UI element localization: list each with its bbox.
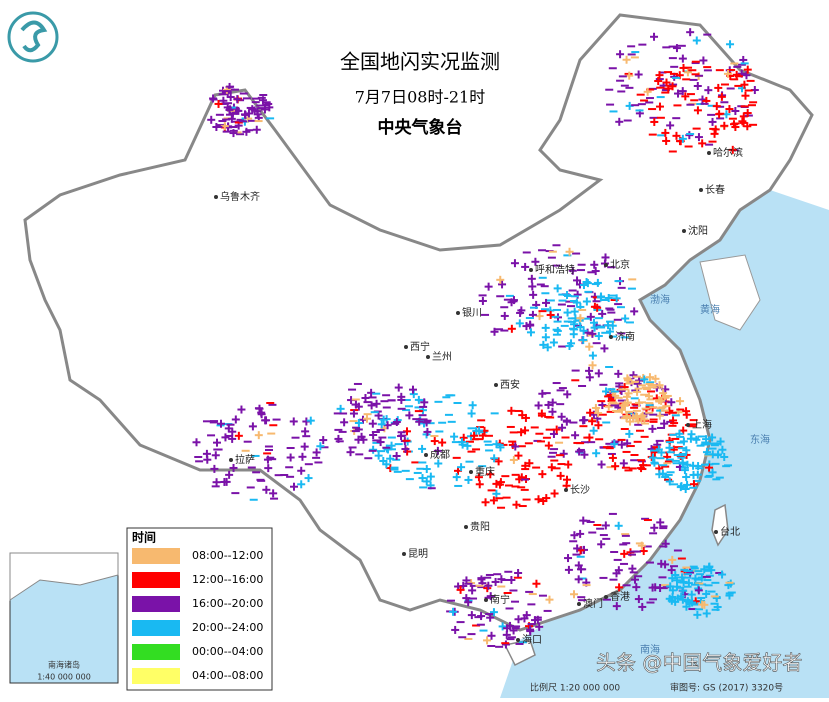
city-label: 北京 bbox=[610, 258, 630, 271]
city-label: 银川 bbox=[462, 306, 482, 319]
city-dot bbox=[516, 638, 520, 642]
city-label: 昆明 bbox=[408, 548, 428, 560]
city-dot bbox=[707, 151, 711, 155]
city-dot bbox=[424, 453, 428, 457]
city-label: 澳门 bbox=[583, 597, 603, 610]
legend-label: 16:00--20:00 bbox=[192, 597, 263, 610]
city-label: 长沙 bbox=[570, 484, 590, 496]
inset-map: 南海诸岛 1:40 000 000 bbox=[9, 552, 119, 684]
city-label: 乌鲁木齐 bbox=[220, 190, 260, 203]
legend: 时间 08:00--12:00 12:00--16:00 16:00--20:00 2… bbox=[126, 527, 273, 691]
watermark: 头条 @中国气象爱好者 bbox=[596, 651, 802, 675]
city-dot bbox=[714, 530, 718, 534]
approval-text: 审图号: GS (2017) 3320号 bbox=[670, 682, 783, 694]
city-dot bbox=[564, 488, 568, 492]
city-label: 上海 bbox=[692, 418, 712, 431]
legend-label: 12:00--16:00 bbox=[192, 573, 263, 586]
city-label: 台北 bbox=[720, 525, 740, 538]
city-dot bbox=[699, 188, 703, 192]
city-label: 海口 bbox=[522, 633, 542, 646]
sea-label: 南海 bbox=[640, 643, 660, 656]
city-dot bbox=[577, 602, 581, 606]
sea-label: 黄海 bbox=[700, 303, 720, 316]
city-dot bbox=[214, 195, 218, 199]
legend-swatch bbox=[132, 548, 180, 564]
city-label: 南宁 bbox=[490, 593, 510, 606]
city-dot bbox=[456, 311, 460, 315]
legend-swatch bbox=[132, 596, 180, 612]
city-dot bbox=[484, 598, 488, 602]
legend-swatch bbox=[132, 644, 180, 660]
city-label: 成都 bbox=[430, 449, 450, 461]
city-dot bbox=[229, 458, 233, 462]
city-label: 重庆 bbox=[475, 465, 495, 478]
peninsula bbox=[699, 254, 761, 331]
legend-swatch bbox=[132, 668, 180, 684]
city-dot bbox=[686, 423, 690, 427]
city-dot bbox=[604, 595, 608, 599]
legend-swatch bbox=[132, 572, 180, 588]
subtitle: 7月7日08时-21时 bbox=[355, 88, 486, 107]
city-dot bbox=[404, 345, 408, 349]
city-label: 拉萨 bbox=[235, 453, 255, 466]
city-dot bbox=[464, 525, 468, 529]
legend-label: 04:00--08:00 bbox=[192, 669, 263, 682]
legend-swatch bbox=[132, 620, 180, 636]
logo-mark bbox=[20, 20, 48, 53]
city-label: 哈尔滨 bbox=[713, 146, 743, 159]
island bbox=[711, 503, 729, 547]
inset-scale: 1:40 000 000 bbox=[37, 673, 91, 682]
city-label: 西安 bbox=[500, 378, 520, 391]
city-dot bbox=[494, 383, 498, 387]
legend-label: 00:00--04:00 bbox=[192, 645, 263, 658]
city-dot bbox=[529, 268, 533, 272]
legend-label: 20:00--24:00 bbox=[192, 621, 263, 634]
sea-label: 渤海 bbox=[650, 293, 670, 306]
issuer: 中央气象台 bbox=[378, 117, 463, 138]
city-label: 济南 bbox=[615, 330, 635, 343]
inset-land bbox=[9, 552, 119, 601]
scale-text: 比例尺 1:20 000 000 bbox=[530, 682, 620, 694]
logo bbox=[7, 11, 59, 63]
legend-label: 08:00--12:00 bbox=[192, 549, 263, 562]
lightning-marks bbox=[192, 28, 759, 649]
city-dot bbox=[609, 335, 613, 339]
city-label: 长春 bbox=[705, 184, 725, 196]
city-dot bbox=[682, 229, 686, 233]
legend-title: 时间 bbox=[132, 530, 156, 545]
city-label: 沈阳 bbox=[688, 224, 708, 237]
city-label: 西宁 bbox=[410, 340, 430, 353]
title: 全国地闪实况监测 bbox=[340, 50, 500, 74]
inset-label: 南海诸岛 bbox=[48, 660, 80, 670]
city-label: 贵阳 bbox=[470, 520, 490, 533]
city-dot bbox=[426, 355, 430, 359]
city-label: 呼和浩特 bbox=[535, 264, 575, 276]
city-label: 香港 bbox=[610, 591, 630, 603]
city-dot bbox=[469, 470, 473, 474]
sea-label: 东海 bbox=[750, 433, 770, 446]
city-label: 兰州 bbox=[432, 350, 452, 363]
city-dot bbox=[402, 552, 406, 556]
city-dot bbox=[604, 263, 608, 267]
country-outline bbox=[23, 13, 814, 632]
